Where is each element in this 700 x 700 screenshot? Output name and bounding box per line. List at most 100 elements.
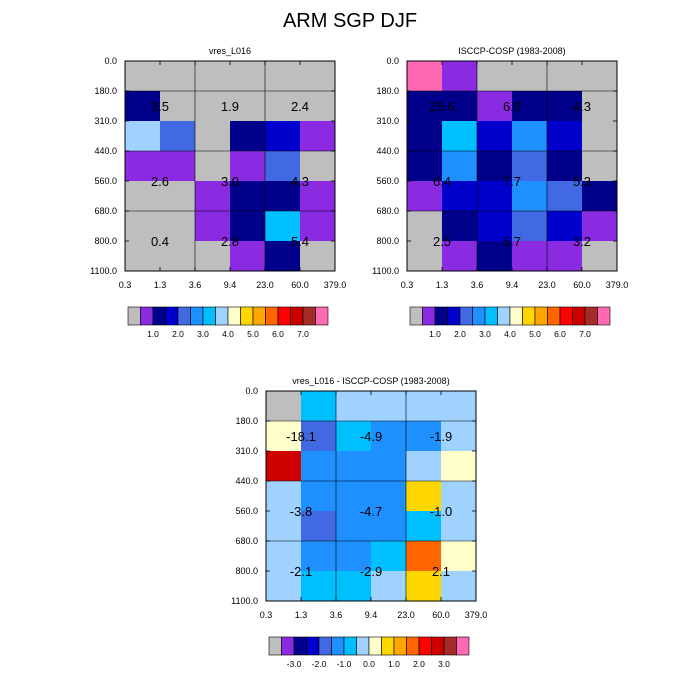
colorbar-label: 6.0	[554, 329, 566, 339]
colorbar-swatch	[497, 306, 511, 326]
colorbar-swatch	[456, 636, 470, 656]
heatmap-cell	[477, 241, 512, 271]
heatmap-cell	[301, 421, 336, 451]
colorbar-label: 1.0	[429, 329, 441, 339]
heatmap-cell	[512, 181, 547, 211]
y-tick-label: 800.0	[376, 236, 399, 246]
colorbar-swatch	[381, 636, 395, 656]
y-tick-label: 180.0	[94, 86, 117, 96]
colorbar-label: 1.0	[388, 659, 400, 669]
y-tick-label: 560.0	[376, 176, 399, 186]
x-tick-label: 379.0	[606, 280, 629, 290]
colorbar-label: 2.0	[172, 329, 184, 339]
colorbar-swatch	[190, 306, 204, 326]
y-tick-label: 0.0	[245, 386, 258, 396]
y-tick-label: 440.0	[376, 146, 399, 156]
colorbar-swatch	[306, 636, 320, 656]
heatmap-cell	[125, 61, 160, 91]
colorbar-swatch	[277, 306, 291, 326]
heatmap-cell	[371, 481, 406, 511]
data-label: -4.9	[360, 429, 382, 444]
panel-title: ISCCP-COSP (1983-2008)	[458, 46, 565, 56]
data-label: 3.2	[573, 234, 591, 249]
colorbar-label: 3.0	[479, 329, 491, 339]
heatmap-cell	[371, 451, 406, 481]
x-tick-label: 23.0	[256, 280, 274, 290]
x-tick-label: 9.4	[224, 280, 237, 290]
heatmap-cell	[477, 211, 512, 241]
y-tick-label: 180.0	[376, 86, 399, 96]
heatmap-cell	[160, 211, 195, 241]
heatmap-cell	[547, 91, 582, 121]
heatmap-cell	[265, 121, 300, 151]
heatmap-cell	[230, 121, 265, 151]
x-tick-label: 1.3	[295, 610, 308, 620]
y-tick-label: 440.0	[235, 476, 258, 486]
heatmap-cell	[441, 541, 476, 571]
heatmap-cell	[441, 571, 476, 601]
colorbar-swatch	[406, 636, 420, 656]
colorbar-swatch	[356, 636, 370, 656]
y-tick-label: 0.0	[104, 56, 117, 66]
x-tick-label: 23.0	[397, 610, 415, 620]
x-tick-label: 23.0	[538, 280, 556, 290]
colorbar-swatch	[534, 306, 548, 326]
x-tick-label: 3.6	[189, 280, 202, 290]
heatmap-cell	[477, 151, 512, 181]
colorbar-swatch	[252, 306, 266, 326]
colorbar-swatch	[165, 306, 179, 326]
y-tick-label: 800.0	[94, 236, 117, 246]
heatmap-cell	[300, 61, 335, 91]
heatmap-cell	[265, 241, 300, 271]
data-label: 0.4	[151, 234, 169, 249]
x-tick-label: 3.6	[330, 610, 343, 620]
y-tick-label: 800.0	[235, 566, 258, 576]
heatmap-cell	[265, 211, 300, 241]
y-tick-label: 310.0	[376, 116, 399, 126]
colorbar-swatch	[547, 306, 561, 326]
heatmap-cell	[125, 121, 160, 151]
colorbar-swatch	[409, 306, 423, 326]
heatmap-cell	[230, 211, 265, 241]
data-label: 5.7	[503, 234, 521, 249]
heatmap-cell	[336, 571, 371, 601]
colorbar-swatch	[202, 306, 216, 326]
heatmap-cell	[195, 211, 230, 241]
heatmap-cell	[582, 121, 617, 151]
colorbar-swatch	[443, 636, 457, 656]
heatmap-cell	[301, 541, 336, 571]
colorbar-swatch	[572, 306, 586, 326]
heatmap-cell	[407, 151, 442, 181]
heatmap-cell	[582, 61, 617, 91]
y-tick-label: 680.0	[94, 206, 117, 216]
heatmap-cell	[195, 181, 230, 211]
heatmap-cell	[125, 151, 160, 181]
x-tick-label: 60.0	[432, 610, 450, 620]
heatmap-cell	[265, 61, 300, 91]
figure-title: ARM SGP DJF	[282, 10, 418, 32]
colorbar-swatch	[559, 306, 573, 326]
data-label: 2.1	[432, 564, 450, 579]
data-label: 2.4	[291, 99, 309, 114]
colorbar-swatch	[484, 306, 498, 326]
data-label: 2.6	[151, 174, 169, 189]
x-tick-label: 1.3	[436, 280, 449, 290]
heatmap-cell	[160, 181, 195, 211]
heatmap-cell	[371, 541, 406, 571]
data-label: -3.8	[290, 504, 312, 519]
data-label: 6.8	[503, 99, 521, 114]
heatmap-cell	[160, 121, 195, 151]
heatmap-cell	[406, 511, 441, 541]
heatmap-cell	[547, 151, 582, 181]
heatmap-cell	[582, 241, 617, 271]
x-tick-label: 3.6	[471, 280, 484, 290]
heatmap-cell	[442, 181, 477, 211]
x-tick-label: 1.3	[154, 280, 167, 290]
colorbar-label: 5.0	[529, 329, 541, 339]
x-tick-label: 60.0	[573, 280, 591, 290]
colorbar-swatch	[315, 306, 329, 326]
heatmap-cell	[371, 571, 406, 601]
heatmap-cell	[336, 541, 371, 571]
heatmap-cell	[477, 181, 512, 211]
heatmap-cell	[336, 511, 371, 541]
